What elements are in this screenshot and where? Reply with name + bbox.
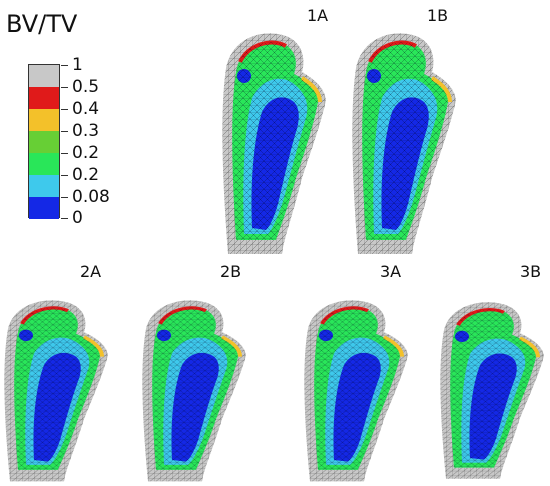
panel-label-2b: 2B (220, 262, 242, 281)
color-legend: 1 0.5 0.4 0.3 0.2 0.2 0.08 0 (28, 57, 110, 227)
panel-label-1b: 1B (427, 6, 449, 25)
legend-tick (61, 153, 68, 154)
femur-2b (140, 298, 248, 484)
femur-1b (350, 31, 458, 256)
legend-swatch (29, 197, 59, 219)
legend-tick (61, 87, 68, 88)
femur-3a (302, 298, 410, 484)
legend-label: 0.08 (72, 187, 110, 207)
legend-swatch (29, 131, 59, 153)
legend-label: 0.3 (72, 121, 100, 141)
legend-tick (61, 109, 68, 110)
legend-tick (61, 175, 68, 176)
legend-title: BV/TV (6, 10, 78, 38)
femur-1a (220, 31, 328, 256)
legend-swatch (29, 175, 59, 197)
panel-label-1a: 1A (307, 6, 329, 25)
legend-tick (61, 218, 68, 219)
legend-swatch (29, 153, 59, 175)
legend-label: 0.2 (72, 143, 100, 163)
legend-swatch (29, 65, 59, 87)
legend-swatch (29, 87, 59, 109)
femur-2a (2, 298, 111, 484)
legend-tick (61, 131, 68, 132)
panel-label-2a: 2A (80, 262, 102, 281)
panel-label-3a: 3A (380, 262, 402, 281)
panel-label-3b: 3B (520, 262, 542, 281)
legend-tick (61, 197, 68, 198)
legend-label: 1 (72, 55, 83, 75)
legend-tick (61, 65, 68, 66)
legend-label: 0 (72, 208, 83, 228)
legend-swatch (29, 109, 59, 131)
legend-label: 0.4 (72, 99, 100, 119)
legend-label: 0.2 (72, 165, 100, 185)
legend-label: 0.5 (72, 77, 100, 97)
femur-3b (438, 300, 546, 481)
